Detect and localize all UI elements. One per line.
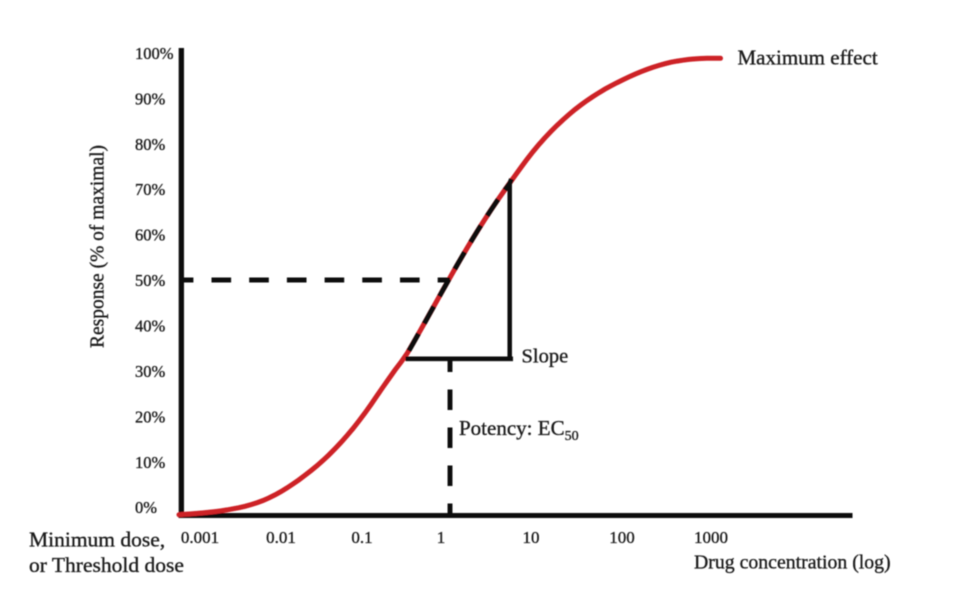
svg-text:10: 10	[523, 528, 540, 547]
svg-text:Minimum dose,: Minimum dose,	[29, 528, 165, 552]
svg-text:60%: 60%	[135, 226, 166, 245]
svg-text:10%: 10%	[135, 453, 166, 472]
svg-text:80%: 80%	[135, 135, 166, 154]
svg-text:Response (% of maximal): Response (% of maximal)	[88, 145, 109, 348]
svg-text:0.1: 0.1	[351, 528, 372, 547]
svg-text:Maximum effect: Maximum effect	[738, 46, 878, 70]
svg-text:1000: 1000	[694, 528, 728, 547]
svg-text:0.001: 0.001	[181, 528, 219, 547]
svg-text:70%: 70%	[135, 180, 166, 199]
svg-text:100: 100	[609, 528, 635, 547]
svg-text:0%: 0%	[135, 498, 157, 517]
svg-text:30%: 30%	[135, 362, 166, 381]
svg-text:0.01: 0.01	[266, 528, 296, 547]
svg-text:20%: 20%	[135, 407, 166, 426]
svg-text:100%: 100%	[135, 44, 174, 63]
svg-text:Drug concentration (log): Drug concentration (log)	[694, 552, 891, 574]
svg-text:1: 1	[437, 528, 446, 547]
svg-text:Potency: EC50: Potency: EC50	[459, 416, 579, 444]
svg-text:50%: 50%	[135, 271, 166, 290]
svg-text:40%: 40%	[135, 317, 166, 336]
svg-text:Slope: Slope	[522, 346, 569, 368]
svg-text:or Threshold dose: or Threshold dose	[29, 553, 184, 577]
svg-text:90%: 90%	[135, 89, 166, 108]
